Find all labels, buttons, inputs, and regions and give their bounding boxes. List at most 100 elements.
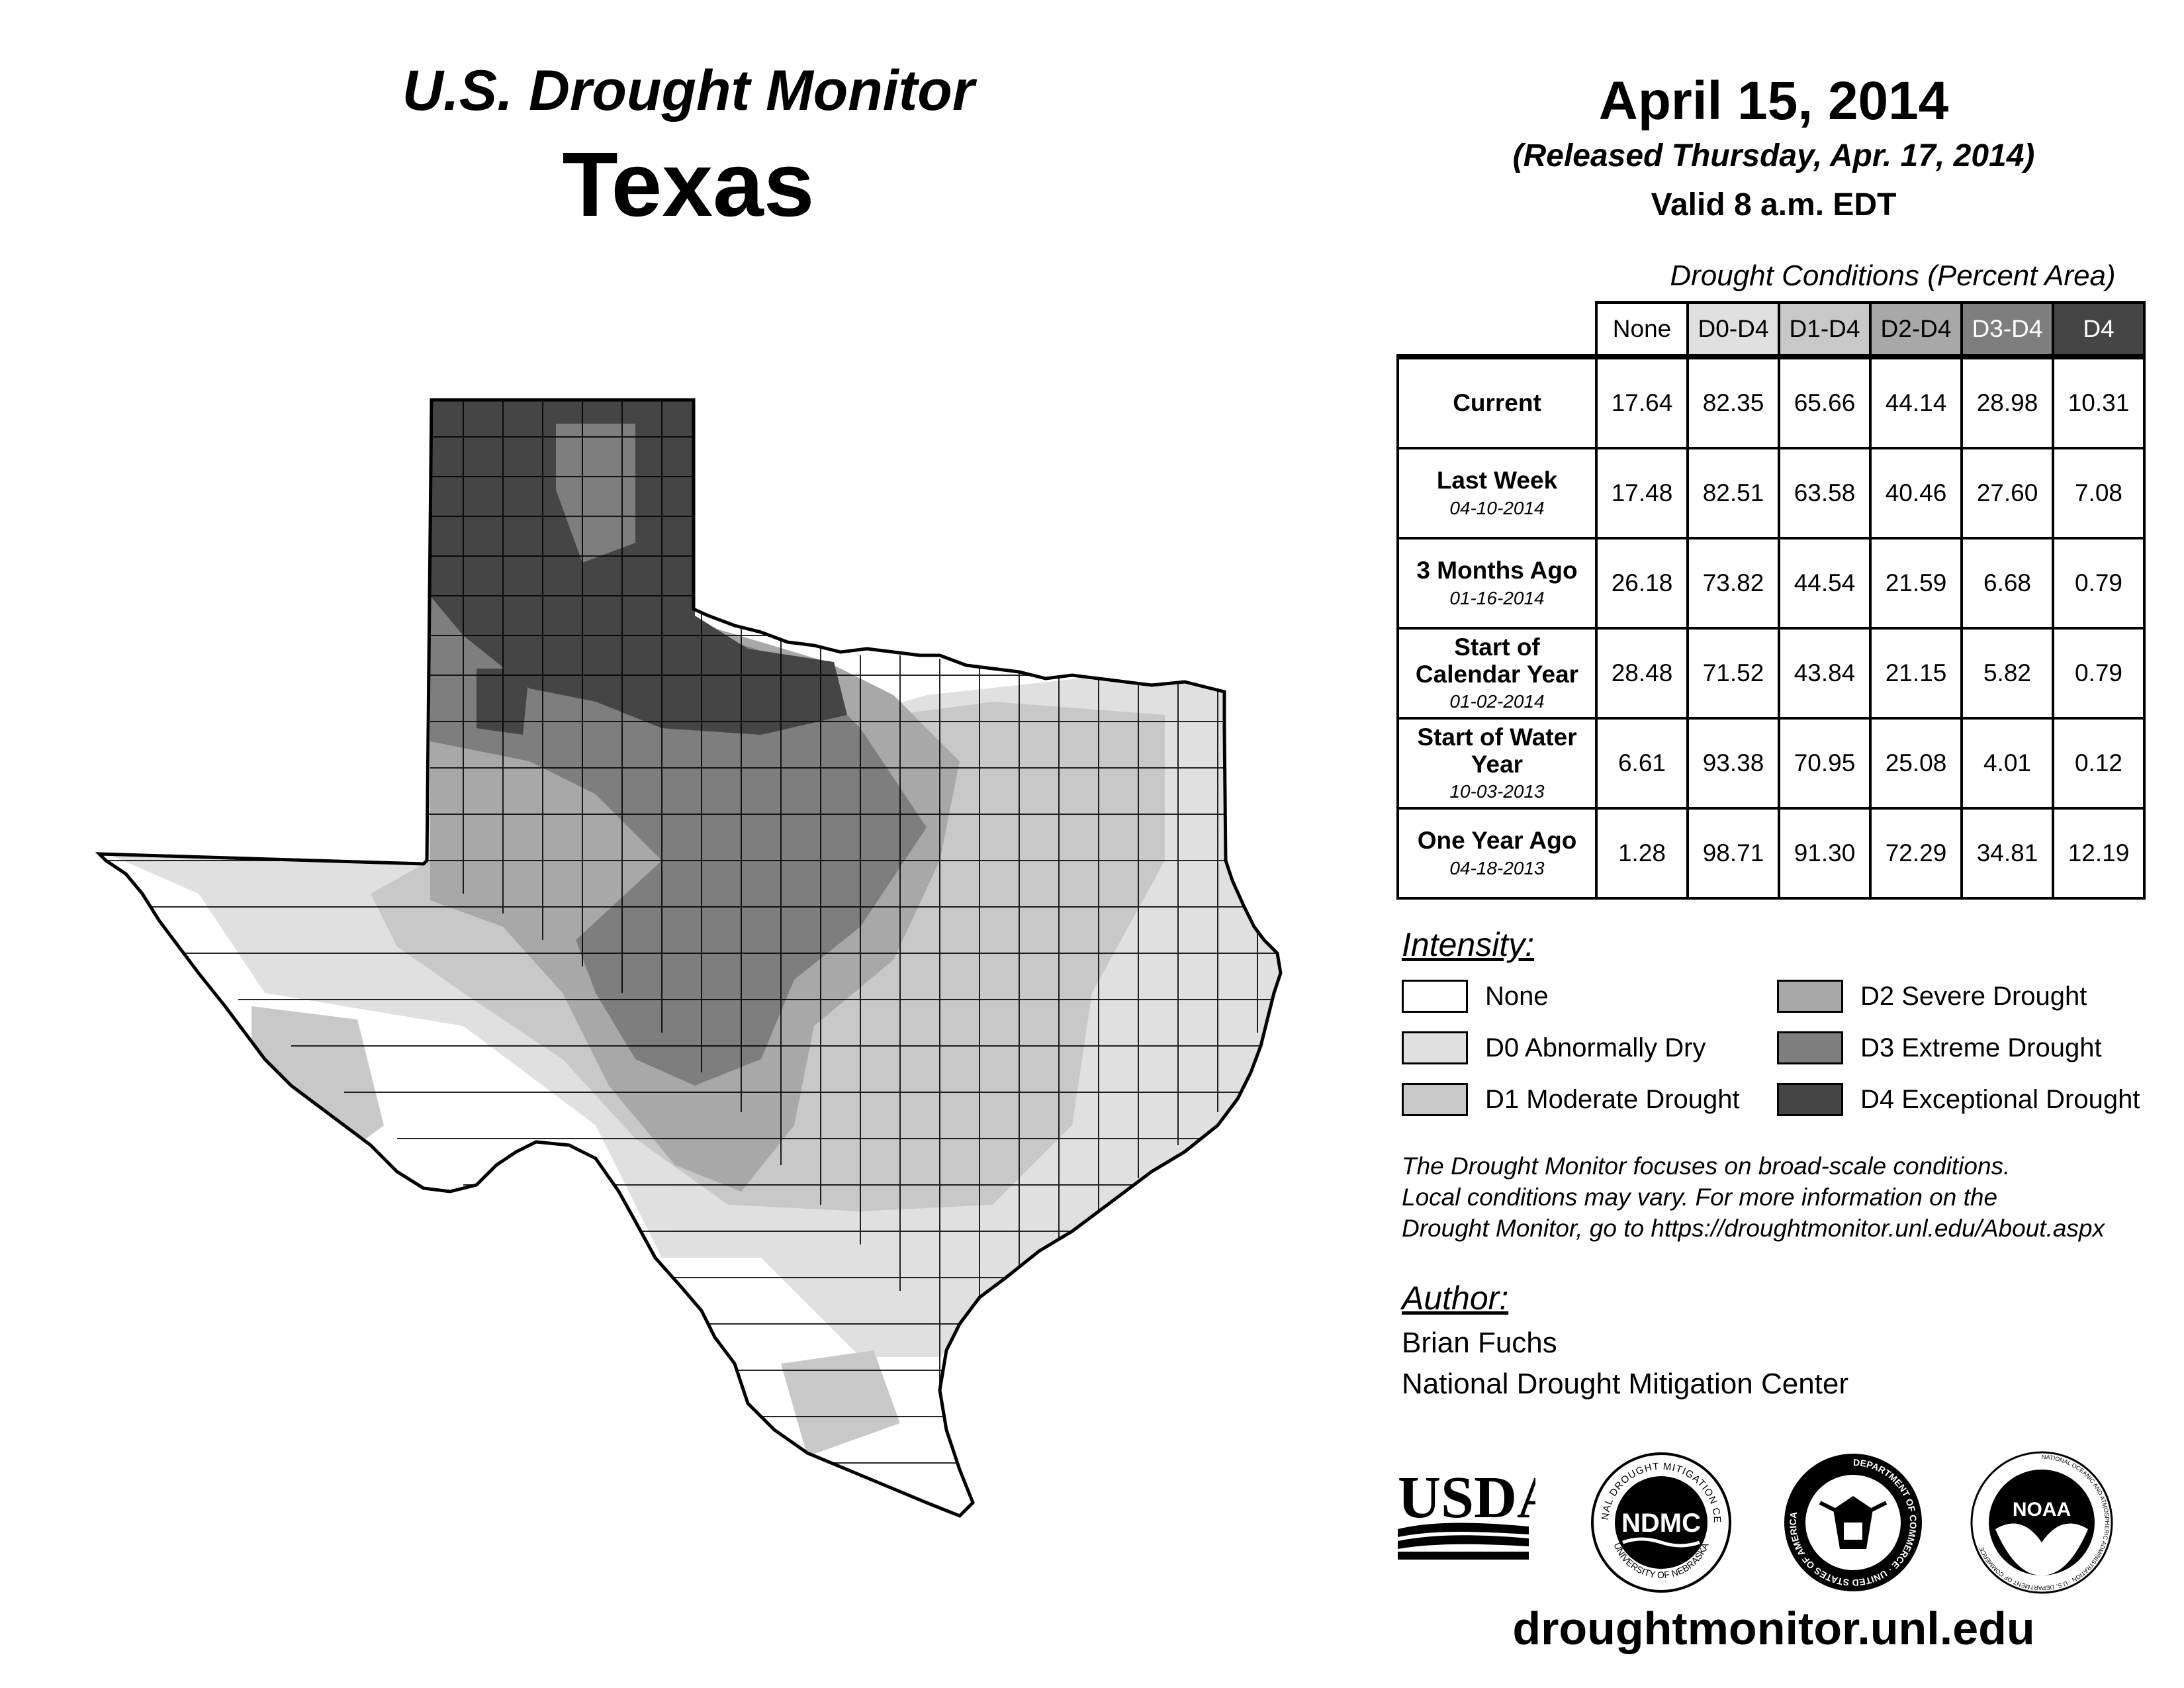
author-name: Brian Fuchs: [1402, 1327, 1557, 1359]
table-row: Current 17.64 82.35 65.66 44.14 28.98 10…: [1396, 354, 2146, 449]
doc-seal: DEPARTMENT OF COMMERCE · UNITED STATES O…: [1784, 1454, 1922, 1591]
table-cell: 63.58: [1778, 447, 1872, 539]
map-date: April 15, 2014: [1598, 71, 1949, 131]
legend-label: D2 Severe Drought: [1860, 981, 2087, 1011]
row-label: Start of Calendar Year 01-02-2014: [1396, 627, 1598, 720]
row-label: Last Week 04-10-2014: [1396, 447, 1598, 539]
author-title: Author:: [1402, 1280, 1509, 1317]
table-cell: 28.98: [1960, 354, 2054, 449]
table-cell: 72.29: [1869, 807, 1963, 900]
table-cell: 44.54: [1778, 537, 1872, 630]
table-row: 3 Months Ago 01-16-2014 26.18 73.82 44.54…: [1396, 537, 2146, 630]
row-label-text: One Year Ago: [1417, 827, 1577, 855]
table-row: One Year Ago 04-18-2013 1.28 98.71 91.30 …: [1396, 807, 2146, 900]
table-cell: 28.48: [1595, 627, 1689, 720]
legend-label: D1 Moderate Drought: [1485, 1084, 1740, 1114]
release-date: (Released Thursday, Apr. 17, 2014): [1512, 138, 2035, 173]
drought-conditions-table: None D0-D4 D1-D4 D2-D4 D3-D4 D4 Current …: [1396, 301, 2146, 900]
table-cell: 82.35: [1686, 354, 1780, 449]
legend-col-left: None D0 Abnormally Dry D1 Moderate Droug…: [1402, 980, 1772, 1116]
table-cell: 7.08: [2052, 447, 2146, 539]
table-cell: 4.01: [1960, 717, 2054, 810]
row-label: Current: [1396, 354, 1598, 449]
author-block: Brian Fuchs National Drought Mitigation …: [1402, 1323, 1848, 1405]
row-date: 04-10-2014: [1449, 497, 1545, 518]
col-header: D1-D4: [1778, 301, 1872, 358]
table-cell: 70.95: [1778, 717, 1872, 810]
legend-swatch: [1402, 1031, 1468, 1064]
col-header: D0-D4: [1686, 301, 1780, 358]
table-cell: 17.48: [1595, 447, 1689, 539]
usda-logo-text: USDA: [1398, 1465, 1535, 1530]
legend-swatch: [1402, 1083, 1468, 1116]
legend-item: D3 Extreme Drought: [1777, 1031, 2174, 1064]
note-line: Local conditions may vary. For more info…: [1402, 1184, 1998, 1211]
row-date: 01-02-2014: [1449, 691, 1545, 712]
table-cell: 98.71: [1686, 807, 1780, 900]
legend-col-right: D2 Severe Drought D3 Extreme Drought D4 …: [1777, 980, 2174, 1116]
legend-label: D3 Extreme Drought: [1860, 1033, 2102, 1062]
legend-item: D1 Moderate Drought: [1402, 1083, 1772, 1116]
table-cell: 73.82: [1686, 537, 1780, 630]
row-date: 10-03-2013: [1449, 781, 1545, 802]
legend-swatch: [1402, 980, 1468, 1013]
table-cell: 12.19: [2052, 807, 2146, 900]
row-label-text: Start of Calendar Year: [1415, 633, 1579, 688]
table-caption: Drought Conditions (Percent Area): [1670, 259, 2116, 292]
table-cell: 5.82: [1960, 627, 2054, 720]
col-header: D4: [2052, 301, 2146, 358]
legend-label: None: [1485, 981, 1549, 1011]
row-date: 04-18-2013: [1449, 857, 1545, 878]
table-cell: 82.51: [1686, 447, 1780, 539]
legend-swatch: [1777, 1083, 1843, 1116]
author-org: National Drought Mitigation Center: [1402, 1368, 1849, 1400]
table-cell: 43.84: [1778, 627, 1872, 720]
table-cell: 21.59: [1869, 537, 1963, 630]
state-title: Texas: [562, 134, 815, 236]
table-cell: 65.66: [1778, 354, 1872, 449]
table-cell: 26.18: [1595, 537, 1689, 630]
table-cell: 91.30: [1778, 807, 1872, 900]
legend-title: Intensity:: [1402, 926, 1535, 963]
col-header: D3-D4: [1960, 301, 2054, 358]
note-line: The Drought Monitor focuses on broad-sca…: [1402, 1152, 2011, 1180]
texas-drought-map: [93, 391, 1297, 1562]
table-cell: 44.14: [1869, 354, 1963, 449]
table-cell: 25.08: [1869, 717, 1963, 810]
table-cell: 71.52: [1686, 627, 1780, 720]
row-label-text: Start of Water Year: [1417, 723, 1577, 778]
table-row: Start of Water Year 10-03-2013 6.61 93.38…: [1396, 717, 2146, 810]
col-header: D2-D4: [1869, 301, 1963, 358]
table-cell: 0.12: [2052, 717, 2146, 810]
table-cell: 40.46: [1869, 447, 1963, 539]
note-line: Drought Monitor, go to https://droughtmo…: [1402, 1215, 2105, 1242]
valid-time: Valid 8 a.m. EDT: [1651, 187, 1897, 222]
map-title: U.S. Drought Monitor: [402, 59, 975, 122]
legend-label: D0 Abnormally Dry: [1485, 1033, 1706, 1062]
table-cell: 6.61: [1595, 717, 1689, 810]
row-label: One Year Ago 04-18-2013: [1396, 807, 1598, 900]
legend-item: D2 Severe Drought: [1777, 980, 2174, 1013]
table-row: Start of Calendar Year 01-02-2014 28.48 7…: [1396, 627, 2146, 720]
table-row: Last Week 04-10-2014 17.48 82.51 63.58 40…: [1396, 447, 2146, 539]
table-cell: 34.81: [1960, 807, 2054, 900]
table-cell: 6.68: [1960, 537, 2054, 630]
row-label-text: Current: [1453, 389, 1541, 416]
row-label-text: Last Week: [1436, 467, 1558, 494]
header-blank: [1398, 303, 1598, 357]
table-cell: 27.60: [1960, 447, 2054, 539]
legend-swatch: [1777, 1031, 1843, 1064]
legend-label: D4 Exceptional Drought: [1860, 1084, 2140, 1114]
legend-swatch: [1777, 980, 1843, 1013]
row-date: 01-16-2014: [1449, 587, 1545, 608]
table-cell: 0.79: [2052, 537, 2146, 630]
table-cell: 93.38: [1686, 717, 1780, 810]
col-header: None: [1595, 301, 1689, 358]
ndmc-logo-text: NDMC: [1621, 1509, 1701, 1538]
table-header-row: None D0-D4 D1-D4 D2-D4 D3-D4 D4: [1398, 301, 2146, 358]
row-label: 3 Months Ago 01-16-2014: [1396, 537, 1598, 630]
website-url[interactable]: droughtmonitor.unl.edu: [1512, 1603, 2035, 1654]
table-cell: 17.64: [1595, 354, 1689, 449]
table-cell: 1.28: [1595, 807, 1689, 900]
disclaimer-note: The Drought Monitor focuses on broad-sca…: [1402, 1150, 2183, 1244]
